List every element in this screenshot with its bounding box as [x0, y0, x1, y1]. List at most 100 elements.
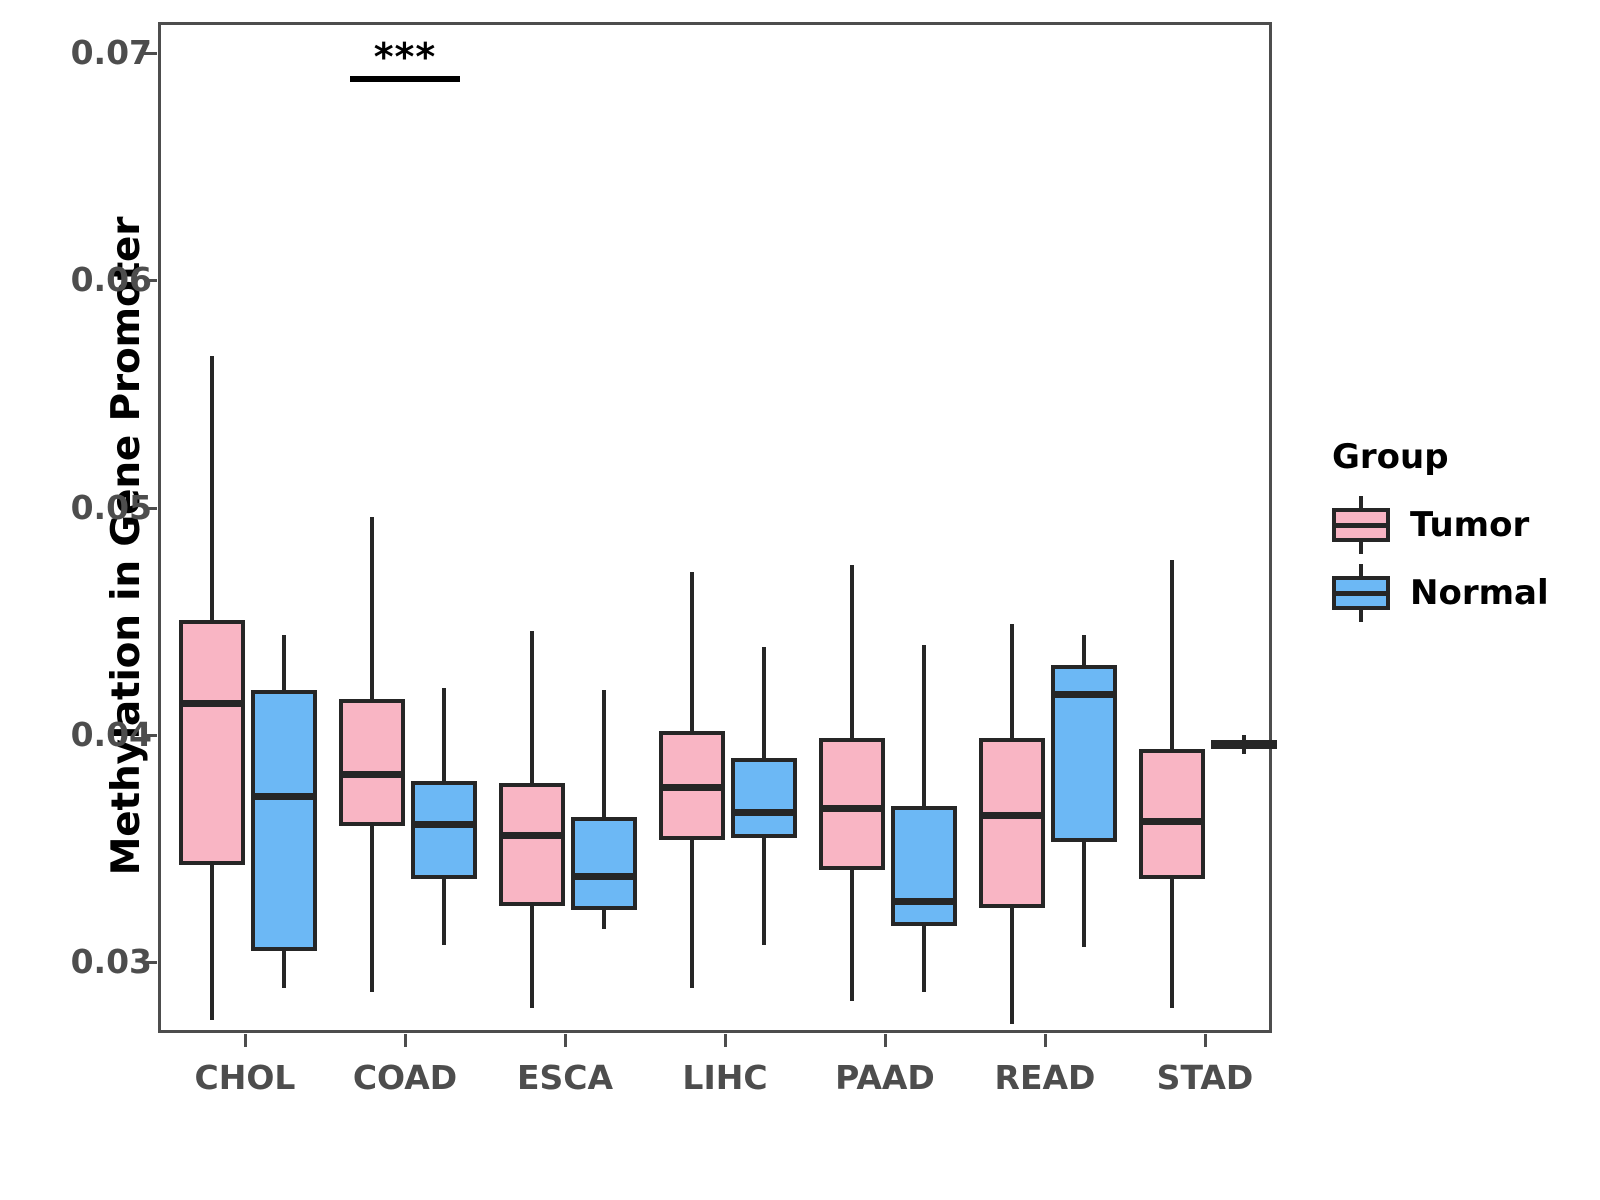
legend: Group Tumor Normal — [1332, 440, 1592, 632]
whisker-upper — [1170, 560, 1174, 750]
median-line — [1211, 741, 1277, 749]
whisker-upper — [850, 565, 854, 738]
box-iqr — [179, 619, 245, 865]
whisker-lower — [1242, 749, 1246, 754]
box-iqr — [251, 690, 317, 952]
boxplot-normal-read — [161, 25, 1269, 1030]
whisker-upper — [1010, 624, 1014, 738]
whisker-upper — [762, 646, 766, 759]
box-iqr — [411, 780, 477, 879]
whisker-lower — [1082, 842, 1086, 947]
legend-entry-tumor[interactable]: Tumor — [1332, 496, 1592, 554]
boxplot-tumor-chol — [161, 25, 1269, 1030]
x-axis-tick-mark — [244, 1034, 247, 1047]
boxplot-normal-lihc — [161, 25, 1269, 1030]
whisker-upper — [530, 630, 534, 784]
boxplot-tumor-coad — [161, 25, 1269, 1030]
x-axis-tick-label: STAD — [1156, 1058, 1254, 1097]
median-line — [251, 793, 317, 801]
y-axis-tick-label: 0.05 — [70, 487, 152, 527]
boxplot-tumor-paad — [161, 25, 1269, 1030]
boxplot-tumor-lihc — [161, 25, 1269, 1030]
significance-bracket — [350, 75, 460, 82]
boxplot-normal-paad — [161, 25, 1269, 1030]
y-axis-tick-mark — [144, 733, 157, 737]
boxplot-normal-chol — [161, 25, 1269, 1030]
boxplot-normal-stad — [161, 25, 1277, 1030]
whisker-upper — [1242, 735, 1246, 740]
whisker-lower — [602, 910, 606, 929]
whisker-lower — [210, 865, 214, 1020]
y-axis-tick-mark — [144, 279, 157, 283]
median-line — [571, 872, 637, 880]
plot-panel — [158, 22, 1277, 1033]
box-iqr — [731, 758, 797, 838]
median-line — [179, 700, 245, 708]
boxplot-tumor-esca — [161, 25, 1269, 1030]
box-iqr — [819, 737, 885, 870]
whisker-lower — [690, 840, 694, 988]
median-line — [339, 770, 405, 778]
box-iqr — [571, 817, 637, 911]
whisker-upper — [1082, 635, 1086, 666]
x-axis-tick-label: ESCA — [516, 1058, 614, 1097]
box-iqr — [339, 699, 405, 827]
x-axis-tick-label: CHOL — [194, 1058, 296, 1097]
box-iqr — [1139, 749, 1205, 879]
y-axis-tick-label: 0.03 — [70, 942, 152, 981]
boxplot-normal-coad — [161, 25, 1269, 1030]
median-line — [659, 784, 725, 792]
whisker-upper — [282, 635, 286, 691]
legend-median-line — [1332, 523, 1390, 528]
whisker-upper — [922, 644, 926, 806]
x-axis-tick-mark — [884, 1034, 887, 1047]
whisker-lower — [922, 926, 926, 993]
boxplot-normal-esca — [161, 25, 1269, 1030]
median-line — [411, 820, 477, 828]
whisker-lower — [530, 905, 534, 1009]
whisker-lower — [370, 826, 374, 993]
legend-median-line — [1332, 591, 1390, 596]
median-line — [891, 897, 957, 905]
whisker-lower — [442, 878, 446, 945]
whisker-upper — [442, 687, 446, 781]
x-axis-tick-label: LIHC — [682, 1058, 768, 1097]
x-axis-tick-mark — [724, 1034, 727, 1047]
boxplot-tumor-read — [161, 25, 1269, 1030]
whisker-upper — [602, 690, 606, 818]
plot-area — [161, 25, 1277, 1030]
whisker-lower — [1170, 878, 1174, 1009]
median-line — [819, 804, 885, 812]
significance-stars: *** — [373, 34, 437, 79]
x-axis-tick-mark — [1044, 1034, 1047, 1047]
median-line — [1139, 818, 1205, 826]
legend-entry-normal[interactable]: Normal — [1332, 564, 1592, 622]
whisker-upper — [210, 355, 214, 620]
x-axis-tick-mark — [564, 1034, 567, 1047]
y-axis-title: Methylation in Gene Promoter — [104, 216, 149, 876]
x-axis-tick-label: PAAD — [835, 1058, 935, 1097]
x-axis-tick-mark — [1204, 1034, 1207, 1047]
legend-title: Group — [1332, 437, 1449, 477]
legend-label: Tumor — [1410, 505, 1530, 545]
whisker-upper — [690, 571, 694, 731]
box-iqr — [979, 737, 1045, 909]
whisker-lower — [1010, 908, 1014, 1025]
x-axis-tick-mark — [404, 1034, 407, 1047]
legend-swatch-tumor — [1332, 496, 1390, 554]
legend-swatch-normal — [1332, 564, 1390, 622]
box-iqr — [499, 783, 565, 906]
boxplot-tumor-stad — [161, 25, 1269, 1030]
legend-label: Normal — [1410, 573, 1549, 613]
x-axis-tick-label: READ — [994, 1058, 1096, 1097]
whisker-lower — [850, 869, 854, 1002]
whisker-upper — [370, 517, 374, 700]
y-axis-tick-mark — [144, 961, 157, 964]
y-axis-tick-mark — [144, 506, 157, 510]
median-line — [979, 811, 1045, 819]
y-axis-tick-mark — [144, 52, 157, 55]
median-line — [731, 809, 797, 817]
median-line — [499, 831, 565, 839]
median-line — [1051, 691, 1117, 699]
